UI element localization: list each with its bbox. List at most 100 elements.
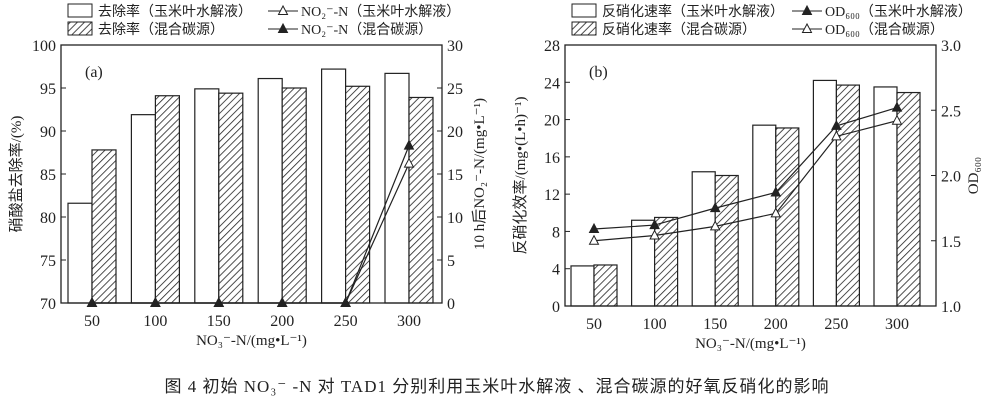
bar bbox=[194, 88, 220, 304]
x-tick-label: 250 bbox=[824, 316, 848, 333]
panel-label: (b) bbox=[589, 64, 608, 81]
data-point bbox=[649, 219, 660, 230]
x-axis-label: NO₃⁻-N/(mg•L⁻¹) bbox=[196, 333, 307, 349]
bar bbox=[321, 68, 347, 304]
y-axis-label: 反硝化效率/(mg•(L•h)⁻¹) bbox=[512, 97, 529, 255]
y2-tick-label: 15 bbox=[447, 167, 463, 184]
y2-tick-label: 5 bbox=[447, 253, 455, 270]
y-tick-label: 0 bbox=[552, 299, 560, 316]
legend-label: NO₂⁻-N（玉米叶水解液） bbox=[301, 4, 460, 20]
y-tick-label: 12 bbox=[544, 187, 560, 204]
y-tick-label: 90 bbox=[40, 124, 56, 141]
y-tick-label: 4 bbox=[552, 262, 560, 279]
bar bbox=[570, 265, 595, 307]
bar bbox=[630, 219, 656, 307]
bar bbox=[345, 85, 371, 304]
y2-tick-label: 20 bbox=[447, 124, 463, 141]
legend-swatch bbox=[67, 21, 93, 36]
y2-tick-label: 2.5 bbox=[941, 103, 961, 120]
y-tick-label: 8 bbox=[552, 224, 560, 241]
data-point bbox=[831, 130, 842, 141]
bar bbox=[257, 77, 283, 304]
legend-swatch bbox=[571, 21, 597, 36]
data-point bbox=[709, 220, 721, 231]
data-point bbox=[649, 229, 660, 240]
legend-marker bbox=[277, 4, 289, 15]
x-tick-label: 150 bbox=[207, 313, 231, 330]
data-point bbox=[770, 186, 782, 197]
y-axis-label: 硝酸盐去除率/(%) bbox=[8, 116, 25, 233]
bar bbox=[384, 72, 410, 304]
x-tick-label: 100 bbox=[643, 316, 667, 333]
data-point bbox=[891, 114, 903, 125]
bar bbox=[91, 149, 117, 304]
y-tick-label: 100 bbox=[32, 38, 56, 55]
data-point bbox=[403, 157, 415, 168]
y-tick-label: 80 bbox=[40, 210, 56, 227]
y-tick-label: 16 bbox=[544, 150, 560, 167]
data-point bbox=[588, 234, 600, 245]
y2-tick-label: 30 bbox=[447, 38, 463, 55]
bar bbox=[218, 92, 244, 304]
y2-tick-label: 1.0 bbox=[941, 299, 961, 316]
legend-swatch bbox=[67, 3, 93, 18]
y-tick-label: 85 bbox=[40, 167, 56, 184]
x-tick-label: 250 bbox=[334, 313, 358, 330]
y2-axis-label: OD₆₀₀ bbox=[966, 157, 982, 194]
bar bbox=[593, 264, 618, 307]
data-point bbox=[831, 119, 842, 130]
data-point bbox=[403, 139, 415, 150]
y2-tick-label: 2.0 bbox=[941, 169, 961, 186]
data-point bbox=[891, 101, 903, 112]
x-tick-label: 150 bbox=[703, 316, 727, 333]
y-tick-label: 70 bbox=[40, 296, 56, 313]
bar bbox=[281, 87, 307, 304]
legend-label: 去除率（玉米叶水解液） bbox=[98, 3, 252, 20]
y-tick-label: 75 bbox=[40, 253, 56, 270]
legend-label: 去除率（混合碳源） bbox=[98, 21, 224, 38]
y-tick-label: 20 bbox=[544, 113, 560, 130]
bar bbox=[873, 86, 898, 307]
series-line bbox=[593, 107, 898, 230]
y-tick-label: 95 bbox=[40, 81, 56, 98]
bar bbox=[67, 202, 93, 304]
y2-tick-label: 3.0 bbox=[941, 38, 961, 55]
legend-marker bbox=[801, 4, 813, 15]
bar bbox=[812, 79, 838, 307]
legend-label: 反硝化速率（混合碳源） bbox=[602, 21, 756, 38]
data-point bbox=[709, 202, 721, 213]
x-tick-label: 200 bbox=[764, 316, 788, 333]
data-point bbox=[770, 207, 782, 218]
x-tick-label: 300 bbox=[397, 313, 421, 330]
y2-tick-label: 10 bbox=[447, 210, 463, 227]
x-axis-label: NO₃⁻-N/(mg•L⁻¹) bbox=[695, 336, 806, 352]
x-tick-label: 100 bbox=[143, 313, 167, 330]
data-point bbox=[588, 222, 600, 234]
bar bbox=[691, 171, 716, 307]
x-tick-label: 50 bbox=[84, 313, 100, 330]
panel-label: (a) bbox=[85, 64, 103, 81]
legend-marker bbox=[801, 22, 813, 33]
x-tick-label: 300 bbox=[885, 316, 909, 333]
bar bbox=[408, 96, 434, 304]
figure-caption: 图 4 初始 NO₃⁻ -N 对 TAD1 分别利用玉米叶水解液 、混合碳源的好… bbox=[164, 377, 830, 396]
bar bbox=[653, 216, 679, 307]
y2-tick-label: 1.5 bbox=[941, 234, 961, 251]
y2-tick-label: 0 bbox=[447, 296, 455, 313]
bar bbox=[154, 95, 180, 304]
bar bbox=[835, 84, 861, 307]
y-tick-label: 28 bbox=[544, 38, 560, 55]
legend-label: OD₆₀₀（混合碳源） bbox=[825, 22, 944, 38]
legend-marker bbox=[277, 22, 289, 33]
bar bbox=[130, 114, 156, 304]
bar bbox=[714, 174, 739, 307]
legend-label: 反硝化速率（玉米叶水解液） bbox=[602, 3, 784, 20]
legend-label: NO₂⁻-N（混合碳源） bbox=[301, 22, 432, 38]
x-tick-label: 50 bbox=[586, 316, 602, 333]
x-tick-label: 200 bbox=[270, 313, 294, 330]
series-line bbox=[593, 120, 898, 242]
y2-tick-label: 25 bbox=[447, 81, 463, 98]
y2-axis-label: 10 h后NO₂⁻-N/(mg•L⁻¹) bbox=[471, 98, 488, 250]
y-tick-label: 24 bbox=[544, 75, 560, 92]
